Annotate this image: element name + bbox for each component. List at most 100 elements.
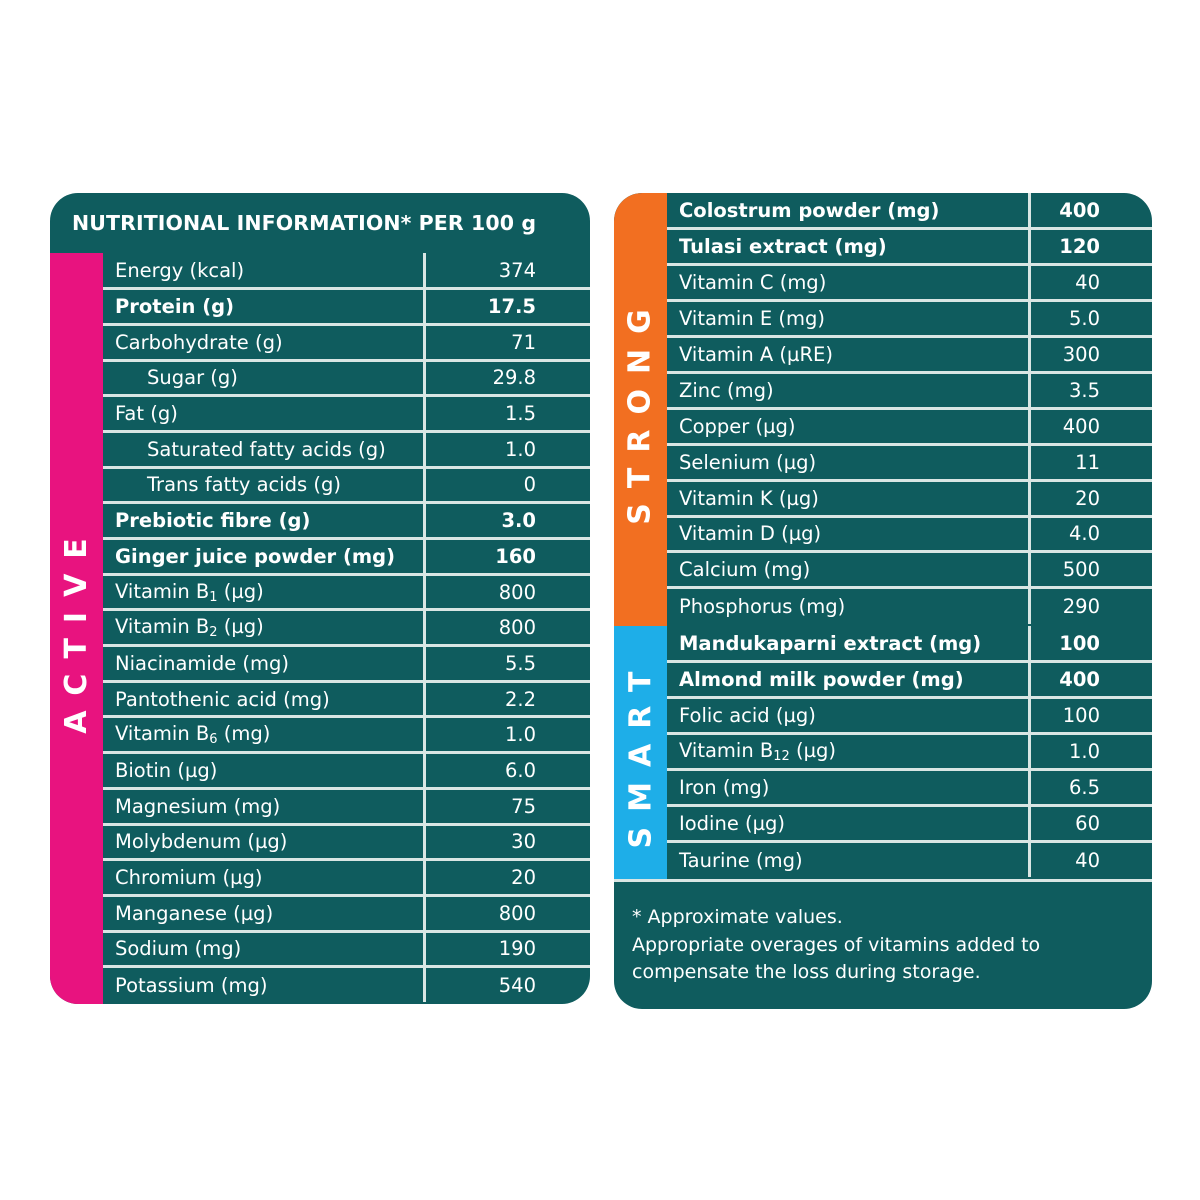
nutrient-name: Energy (kcal) [103,253,426,289]
nutrient-name: Prebiotic fibre (g) [103,501,426,539]
nutrient-name: Taurine (mg) [667,839,1031,878]
table-row: Niacinamide (mg) 5.5 [103,644,590,682]
table-row: Vitamin B2 (µg) 800 [103,608,590,646]
table-row: Sugar (g) 29.8 [103,358,590,396]
nutrient-value: 800 [424,608,590,646]
table-row: Selenium (µg) 11 [667,442,1152,481]
table-row: Zinc (mg) 3.5 [667,370,1152,409]
nutrient-value: 160 [424,537,590,575]
table-row: Molybdenum (µg) 30 [103,822,590,860]
smart-section: SMART Mandukaparni extract (mg) 100 Almond… [614,626,1152,879]
nutrient-name: Chromium (µg) [103,858,426,896]
table-row: Vitamin K (µg) 20 [667,478,1152,517]
table-row: Vitamin E (mg) 5.0 [667,299,1152,337]
nutrient-value: 290 [1029,586,1152,624]
table-row: Vitamin B1 (µg) 800 [103,572,590,610]
nutrient-name: Ginger juice powder (mg) [103,537,426,575]
table-row: Fat (g) 1.5 [103,394,590,432]
nutrient-value: 3.5 [1029,370,1152,409]
table-row: Tulasi extract (mg) 120 [667,227,1152,265]
nutrient-name: Niacinamide (mg) [103,644,426,682]
nutrient-name: Fat (g) [103,394,426,432]
smart-band-label: SMART [623,656,658,849]
nutrient-value: 1.5 [424,394,590,432]
nutrient-name: Carbohydrate (g) [103,322,426,361]
nutrient-name: Zinc (mg) [667,370,1031,409]
nutrient-name: Vitamin B6 (mg) [103,715,426,753]
table-row: Iron (mg) 6.5 [667,768,1152,806]
nutrient-name: Vitamin B12 (µg) [667,732,1031,770]
nutrient-value: 11 [1029,442,1152,481]
nutrient-name: Pantothenic acid (mg) [103,679,426,717]
nutrient-value: 800 [424,893,590,932]
strong-section: STRONG Colostrum powder (mg) 400 Tulasi ex… [614,193,1152,626]
nutrient-value: 60 [1029,803,1152,842]
nutrient-value: 800 [424,572,590,610]
nutrient-value: 5.0 [1029,299,1152,337]
nutrient-value: 71 [424,322,590,361]
table-row: Vitamin C (mg) 40 [667,263,1152,301]
nutrient-value: 1.0 [424,715,590,753]
strong-band: STRONG [614,193,667,626]
nutrient-name: Sodium (mg) [103,929,426,967]
table-row: Biotin (µg) 6.0 [103,751,590,789]
nutrient-name: Trans fatty acids (g) [103,465,426,503]
nutrition-panel-right: STRONG Colostrum powder (mg) 400 Tulasi ex… [614,193,1152,1009]
nutrient-name: Calcium (mg) [667,550,1031,588]
table-row: Calcium (mg) 500 [667,550,1152,588]
nutrient-value: 120 [1029,227,1152,265]
nutrient-name: Almond milk powder (mg) [667,660,1031,698]
active-section: ACTIVE Energy (kcal) 374 Protein (g) 17.5 Ca… [50,253,590,1004]
table-row: Sodium (mg) 190 [103,929,590,967]
nutrient-name: Mandukaparni extract (mg) [667,626,1031,662]
nutrient-value: 100 [1059,631,1100,655]
nutrient-value: 20 [424,858,590,896]
nutrient-value: 6.5 [1029,768,1152,806]
nutrient-name: Molybdenum (µg) [103,822,426,860]
table-row: Chromium (µg) 20 [103,858,590,896]
table-row: Vitamin B6 (mg) 1.0 [103,715,590,753]
table-row: Vitamin A (µRE) 300 [667,335,1152,373]
nutrient-name: Selenium (µg) [667,442,1031,481]
nutrient-name: Vitamin K (µg) [667,478,1031,517]
nutrient-value: 5.5 [424,644,590,682]
nutrient-value: 30 [424,822,590,860]
nutrient-name: Colostrum powder (mg) [667,193,1031,229]
nutrient-value: 1.0 [424,429,590,468]
table-row: Manganese (µg) 800 [103,893,590,932]
nutrient-name: Vitamin A (µRE) [667,335,1031,373]
table-row: Mandukaparni extract (mg) 100 [667,626,1152,662]
nutrient-value: 20 [1029,478,1152,517]
nutrient-value: 540 [424,965,590,1003]
nutrient-value: 6.0 [424,751,590,789]
nutrient-value: 0 [424,465,590,503]
strong-band-label: STRONG [623,294,658,525]
table-row: Saturated fatty acids (g) 1.0 [103,429,590,468]
nutrient-value: 190 [424,929,590,967]
nutrient-name: Vitamin C (mg) [667,263,1031,301]
table-row: Carbohydrate (g) 71 [103,322,590,361]
table-row: Protein (g) 17.5 [103,287,590,325]
nutrient-value: 2.2 [424,679,590,717]
smart-band: SMART [614,626,667,879]
table-row: Trans fatty acids (g) 0 [103,465,590,503]
nutrient-name: Manganese (µg) [103,893,426,932]
nutrient-value: 1.0 [1029,732,1152,770]
table-row: Vitamin D (µg) 4.0 [667,514,1152,552]
nutrient-value: 40 [1029,263,1152,301]
nutrient-value: 3.0 [424,501,590,539]
footnotes: * Approximate values. Appropriate overag… [614,879,1152,987]
nutrient-value: 17.5 [424,287,590,325]
nutrient-name: Potassium (mg) [103,965,426,1003]
table-row: Copper (µg) 400 [667,406,1152,445]
footnote-approx: * Approximate values. [632,906,843,928]
nutrient-name: Tulasi extract (mg) [667,227,1031,265]
table-row: Colostrum powder (mg) 400 [667,193,1152,229]
nutrient-name: Magnesium (mg) [103,786,426,824]
table-row: Energy (kcal) 374 [103,253,590,289]
nutrient-value: 300 [1029,335,1152,373]
table-row: Almond milk powder (mg) 400 [667,660,1152,698]
table-row: Phosphorus (mg) 290 [667,586,1152,624]
nutrient-value: 400 [1029,406,1152,445]
nutrient-value: 400 [1059,198,1100,222]
